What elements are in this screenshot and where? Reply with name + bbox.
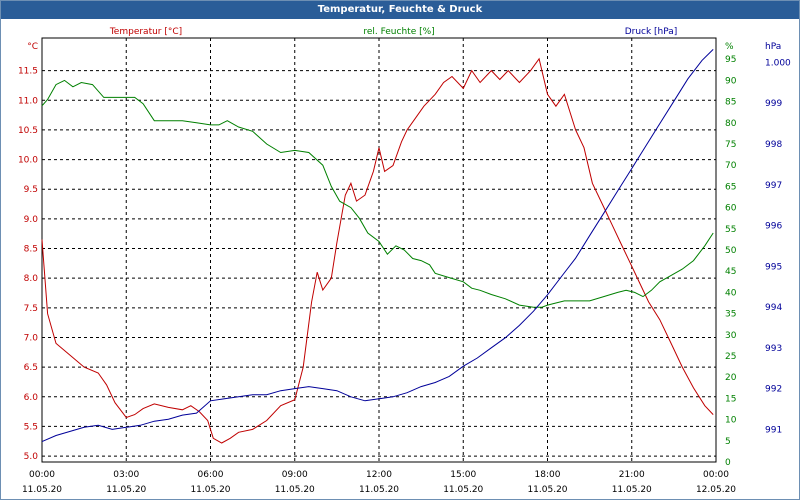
pressure-axis-tick-label: 1.000 (765, 58, 791, 68)
left-axis-tick-label: 5.0 (24, 452, 39, 462)
pressure-axis-tick-label: 999 (765, 99, 782, 109)
pressure-axis-unit-label: hPa (765, 42, 781, 52)
humidity-axis-tick-label: 20 (725, 373, 737, 383)
humidity-axis-tick-label: 35 (725, 310, 736, 320)
pressure-axis-tick-label: 998 (765, 140, 782, 150)
left-axis-tick-label: 5.5 (24, 422, 38, 432)
humidity-axis-tick-label: 85 (725, 98, 736, 108)
humidity-axis-tick-label: 80 (725, 119, 737, 129)
pressure-series-line (41, 49, 714, 443)
x-tick-date-label: 11.05.20 (443, 485, 483, 495)
humidity-axis-tick-label: 75 (725, 140, 736, 150)
pressure-axis-tick-label: 992 (765, 385, 782, 395)
humidity-axis-tick-label: 90 (725, 76, 737, 86)
humidity-axis-tick-label: 40 (725, 288, 737, 298)
pressure-axis-tick-label: 996 (765, 222, 782, 232)
humidity-axis-tick-label: 55 (725, 225, 736, 235)
pressure-axis-tick-label: 995 (765, 262, 782, 272)
left-axis-tick-label: 6.0 (24, 393, 39, 403)
x-tick-date-label: 11.05.20 (612, 485, 652, 495)
left-axis-tick-label: 9.0 (24, 215, 39, 225)
temperature-series-line (41, 57, 714, 444)
pressure-axis-tick-label: 993 (765, 344, 782, 354)
humidity-axis-tick-label: 10 (725, 416, 737, 426)
x-tick-date-label: 11.05.20 (527, 485, 567, 495)
humidity-axis-tick-label: 50 (725, 246, 737, 256)
pressure-axis-tick-label: 994 (765, 303, 782, 313)
left-axis-tick-label: 8.0 (24, 274, 39, 284)
x-tick-date-label: 12.05.20 (696, 485, 736, 495)
left-axis-unit-label: °C (27, 42, 38, 52)
left-axis-tick-label: 7.5 (24, 304, 38, 314)
left-axis-tick-label: 11.5 (18, 67, 38, 77)
left-axis-tick-label: 7.0 (24, 333, 39, 343)
humidity-axis-tick-label: 65 (725, 182, 736, 192)
x-tick-time-label: 00:00 (29, 470, 55, 480)
humidity-axis-tick-label: 25 (725, 352, 736, 362)
chart-title: Temperatur, Feuchte & Druck (1, 1, 799, 19)
x-tick-time-label: 15:00 (450, 470, 476, 480)
humidity-axis-tick-label: 30 (725, 331, 737, 341)
humidity-axis-tick-label: 60 (725, 204, 737, 214)
x-tick-date-label: 11.05.20 (190, 485, 230, 495)
left-axis-tick-label: 10.5 (18, 126, 38, 136)
x-tick-time-label: 06:00 (198, 470, 224, 480)
humidity-axis-tick-label: 95 (725, 55, 736, 65)
x-tick-date-label: 11.05.20 (275, 485, 315, 495)
humidity-legend-label: rel. Feuchte [%] (363, 27, 434, 37)
humidity-axis-tick-label: 0 (725, 458, 731, 468)
x-tick-date-label: 11.05.20 (22, 485, 62, 495)
temperature-legend-label: Temperatur [°C] (109, 27, 182, 37)
x-tick-time-label: 09:00 (282, 470, 308, 480)
left-axis-tick-label: 8.5 (24, 245, 38, 255)
x-tick-time-label: 12:00 (366, 470, 392, 480)
x-tick-date-label: 11.05.20 (359, 485, 399, 495)
humidity-series-line (41, 79, 714, 308)
left-axis-tick-label: 9.5 (24, 185, 38, 195)
pressure-axis-tick-label: 997 (765, 181, 782, 191)
x-tick-time-label: 00:00 (703, 470, 729, 480)
left-axis-tick-label: 11.0 (18, 96, 38, 106)
x-tick-time-label: 21:00 (619, 470, 645, 480)
left-axis-tick-label: 10.0 (18, 156, 38, 166)
humidity-axis-unit-label: % (725, 42, 734, 52)
left-axis-tick-label: 6.5 (24, 363, 38, 373)
humidity-axis-tick-label: 15 (725, 394, 736, 404)
x-tick-time-label: 03:00 (113, 470, 139, 480)
pressure-axis-tick-label: 991 (765, 425, 782, 435)
x-tick-date-label: 11.05.20 (106, 485, 146, 495)
humidity-axis-tick-label: 45 (725, 267, 736, 277)
pressure-legend-label: Druck [hPa] (625, 27, 678, 37)
humidity-axis-tick-label: 5 (725, 437, 731, 447)
x-tick-time-label: 18:00 (535, 470, 561, 480)
humidity-axis-tick-label: 70 (725, 161, 737, 171)
